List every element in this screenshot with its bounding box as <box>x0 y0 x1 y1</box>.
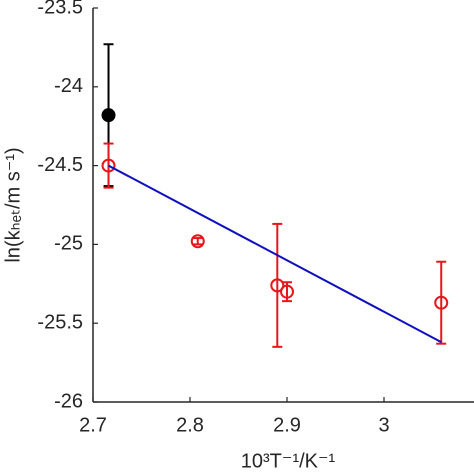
error-bar <box>272 222 283 348</box>
fit-line <box>108 164 442 343</box>
error-bar <box>192 237 203 246</box>
x-tick-label: 3 <box>378 414 389 436</box>
point <box>280 284 294 299</box>
point <box>434 295 449 310</box>
point <box>101 158 116 173</box>
x-tick-label: 2.8 <box>176 414 204 436</box>
point <box>270 278 285 293</box>
y-tick-label: -25 <box>54 233 83 255</box>
point <box>101 108 116 123</box>
y-tick-label: -24 <box>54 75 83 97</box>
y-tick-label: -24.5 <box>37 154 83 176</box>
point <box>190 234 205 249</box>
y-tick-label: -26 <box>54 390 83 412</box>
y-axis-label: ln(kₕₑₜ/m s⁻¹) <box>2 147 24 262</box>
y-tick-label: -25.5 <box>37 311 83 333</box>
x-tick-label: 2.7 <box>79 414 107 436</box>
x-tick-label: 2.9 <box>273 414 301 436</box>
x-axis-label: 10³T⁻¹/K⁻¹ <box>241 450 336 472</box>
error-bar <box>436 260 447 345</box>
y-tick-label: -23.5 <box>37 0 83 18</box>
